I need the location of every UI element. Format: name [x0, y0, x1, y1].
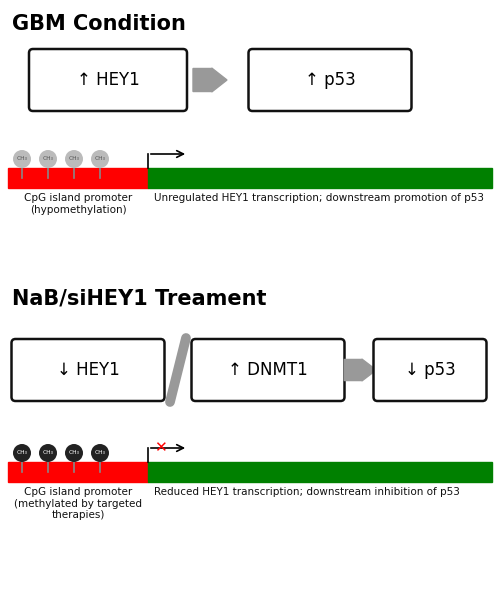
Text: NaB/siHEY1 Treament: NaB/siHEY1 Treament: [12, 288, 266, 308]
FancyBboxPatch shape: [12, 339, 164, 401]
Text: Unregulated HEY1 transcription; downstream promotion of p53: Unregulated HEY1 transcription; downstre…: [154, 193, 484, 203]
FancyBboxPatch shape: [248, 49, 412, 111]
Polygon shape: [193, 68, 227, 92]
Text: ↓ HEY1: ↓ HEY1: [56, 361, 120, 379]
Text: CH₃: CH₃: [16, 156, 28, 162]
Text: ↑ HEY1: ↑ HEY1: [76, 71, 140, 89]
Text: ↑ DNMT1: ↑ DNMT1: [228, 361, 308, 379]
Text: ↑ p53: ↑ p53: [304, 71, 356, 89]
Text: Reduced HEY1 transcription; downstream inhibition of p53: Reduced HEY1 transcription; downstream i…: [154, 487, 460, 497]
Polygon shape: [344, 359, 376, 381]
Circle shape: [91, 444, 109, 462]
FancyBboxPatch shape: [29, 49, 187, 111]
Text: CH₃: CH₃: [94, 156, 106, 162]
Text: CH₃: CH₃: [42, 451, 54, 455]
Text: CH₃: CH₃: [94, 451, 106, 455]
Text: GBM Condition: GBM Condition: [12, 14, 186, 34]
Text: CpG island promoter
(hypomethylation): CpG island promoter (hypomethylation): [24, 193, 132, 215]
Circle shape: [39, 150, 57, 168]
Text: CH₃: CH₃: [42, 156, 54, 162]
Circle shape: [13, 150, 31, 168]
Text: ✕: ✕: [154, 441, 166, 455]
Bar: [8, 168, 148, 188]
Circle shape: [91, 150, 109, 168]
Circle shape: [65, 150, 83, 168]
FancyBboxPatch shape: [192, 339, 344, 401]
Text: CH₃: CH₃: [68, 156, 80, 162]
Text: CH₃: CH₃: [16, 451, 28, 455]
Circle shape: [13, 444, 31, 462]
FancyBboxPatch shape: [374, 339, 486, 401]
Bar: [8, 462, 148, 482]
Text: ↓ p53: ↓ p53: [404, 361, 456, 379]
Bar: [148, 168, 492, 188]
Bar: [148, 462, 492, 482]
Text: CpG island promoter
(methylated by targeted
therapies): CpG island promoter (methylated by targe…: [14, 487, 142, 520]
Circle shape: [39, 444, 57, 462]
Circle shape: [65, 444, 83, 462]
Text: CH₃: CH₃: [68, 451, 80, 455]
